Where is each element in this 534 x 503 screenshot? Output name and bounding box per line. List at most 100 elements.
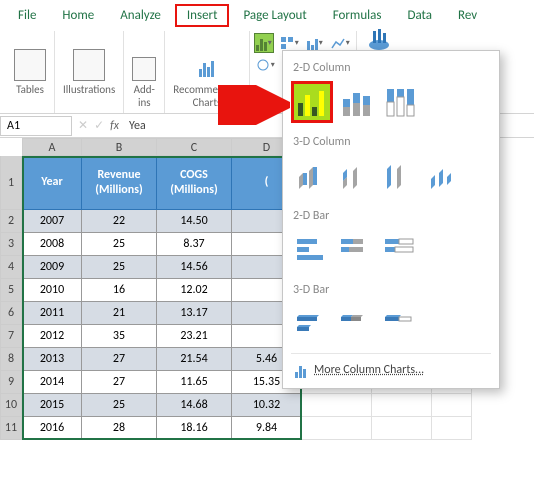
stacked-3d-bar-option[interactable] — [335, 303, 377, 345]
table-header-cell[interactable]: Revenue (Millions) — [82, 156, 157, 210]
row-header[interactable]: 9 — [0, 371, 22, 394]
table-cell[interactable] — [302, 394, 372, 417]
stacked100-3d-bar-option[interactable] — [379, 303, 421, 345]
ribbon-group-addins: Add- ins — [124, 31, 165, 113]
ribbon-tab-rev[interactable]: Rev — [446, 4, 489, 27]
name-box[interactable] — [0, 116, 72, 136]
table-cell[interactable]: 14.68 — [157, 394, 232, 417]
table-cell[interactable]: 14.56 — [157, 256, 232, 279]
table-cell[interactable]: 12.02 — [157, 279, 232, 302]
row-header[interactable]: 8 — [0, 348, 22, 371]
ribbon-tab-file[interactable]: File — [6, 4, 48, 27]
ribbon-tab-page-layout[interactable]: Page Layout — [231, 4, 318, 27]
table-cell[interactable]: 27 — [82, 371, 157, 394]
stacked-3d-column-option[interactable] — [335, 155, 377, 197]
ribbon-tab-home[interactable]: Home — [50, 4, 106, 27]
3d-column-option[interactable] — [423, 155, 465, 197]
col-header-c[interactable]: C — [157, 138, 232, 156]
fx-cancel-icon[interactable]: ✕ — [78, 118, 88, 133]
addins-icon[interactable] — [132, 57, 156, 81]
table-cell[interactable] — [372, 417, 432, 440]
table-cell[interactable] — [432, 394, 472, 417]
table-cell[interactable]: 2008 — [22, 233, 82, 256]
ribbon-tabs: FileHomeAnalyzeInsertPage LayoutFormulas… — [0, 0, 534, 27]
table-cell[interactable]: 2015 — [22, 394, 82, 417]
row-header[interactable]: 1 — [0, 156, 22, 210]
col-header-a[interactable]: A — [22, 138, 82, 156]
table-cell[interactable]: 10.32 — [232, 394, 302, 417]
ribbon-tab-data[interactable]: Data — [395, 4, 444, 27]
table-cell[interactable]: 23.21 — [157, 325, 232, 348]
fx-accept-icon[interactable]: ✓ — [94, 118, 104, 133]
table-cell[interactable]: 21.54 — [157, 348, 232, 371]
table-cell[interactable] — [302, 417, 372, 440]
table-cell[interactable]: 25 — [82, 233, 157, 256]
stacked100-3d-column-option[interactable] — [379, 155, 421, 197]
col-header-b[interactable]: B — [82, 138, 157, 156]
table-cell[interactable]: 28 — [82, 417, 157, 440]
table-cell[interactable]: 8.37 — [157, 233, 232, 256]
table-cell[interactable]: 27 — [82, 348, 157, 371]
table-header-cell[interactable]: Year — [22, 156, 82, 210]
more-column-charts[interactable]: More Column Charts... — [291, 353, 491, 388]
row-header[interactable]: 11 — [0, 417, 22, 440]
table-cell[interactable]: 2009 — [22, 256, 82, 279]
group-label-addins: Add- ins — [134, 81, 155, 113]
section-2d-column: 2-D Column — [291, 57, 491, 79]
recommended-charts-icon[interactable] — [199, 61, 214, 81]
table-cell[interactable]: 2013 — [22, 348, 82, 371]
table-cell[interactable]: 14.50 — [157, 210, 232, 233]
more-charts-icon — [295, 362, 306, 378]
red-arrow-indicator — [218, 85, 290, 125]
row-header[interactable]: 4 — [0, 256, 22, 279]
table-cell[interactable]: 2010 — [22, 279, 82, 302]
table-cell[interactable]: 18.16 — [157, 417, 232, 440]
column-chart-dropdown: 2-D Column 3-D Column 2-D Bar 3-D Bar Mo… — [282, 50, 500, 389]
table-icon[interactable] — [14, 49, 46, 81]
table-cell[interactable]: 2012 — [22, 325, 82, 348]
map-chart-button[interactable]: ▾ — [254, 56, 277, 74]
row-header[interactable]: 3 — [0, 233, 22, 256]
table-cell[interactable]: 2011 — [22, 302, 82, 325]
table-cell[interactable] — [432, 417, 472, 440]
illustrations-icon[interactable] — [73, 49, 105, 81]
table-cell[interactable]: 35 — [82, 325, 157, 348]
stacked-bar-option[interactable] — [335, 229, 377, 271]
clustered-3d-bar-option[interactable] — [291, 303, 333, 345]
table-cell[interactable]: 2016 — [22, 417, 82, 440]
table-cell[interactable]: 2007 — [22, 210, 82, 233]
clustered-3d-column-option[interactable] — [291, 155, 333, 197]
row-header[interactable]: 10 — [0, 394, 22, 417]
row-header[interactable]: 5 — [0, 279, 22, 302]
section-3d-column: 3-D Column — [291, 131, 491, 153]
table-cell[interactable]: 21 — [82, 302, 157, 325]
group-label-illustrations: Illustrations — [63, 81, 115, 100]
column-chart-button[interactable]: ▾ — [254, 33, 274, 53]
row-header[interactable]: 7 — [0, 325, 22, 348]
table-cell[interactable]: 25 — [82, 256, 157, 279]
table-cell[interactable]: 9.84 — [232, 417, 302, 440]
stacked100-column-option[interactable] — [379, 81, 421, 123]
section-3d-bar: 3-D Bar — [291, 279, 491, 301]
stacked100-bar-option[interactable] — [379, 229, 421, 271]
ribbon-tab-insert[interactable]: Insert — [175, 4, 230, 27]
table-cell[interactable]: 25 — [82, 394, 157, 417]
ribbon-group-illustrations: Illustrations — [55, 31, 124, 113]
clustered-bar-option[interactable] — [291, 229, 333, 271]
table-cell[interactable]: 11.65 — [157, 371, 232, 394]
section-2d-bar: 2-D Bar — [291, 205, 491, 227]
fx-icon[interactable]: fx — [110, 119, 119, 133]
ribbon-tab-analyze[interactable]: Analyze — [108, 4, 173, 27]
table-cell[interactable] — [372, 394, 432, 417]
table-cell[interactable]: 2014 — [22, 371, 82, 394]
table-cell[interactable]: 22 — [82, 210, 157, 233]
table-header-cell[interactable]: COGS (Millions) — [157, 156, 232, 210]
row-header[interactable]: 6 — [0, 302, 22, 325]
table-cell[interactable]: 16 — [82, 279, 157, 302]
group-label-tables: Tables — [16, 81, 44, 100]
stacked-column-option[interactable] — [335, 81, 377, 123]
table-cell[interactable]: 13.17 — [157, 302, 232, 325]
ribbon-tab-formulas[interactable]: Formulas — [321, 4, 394, 27]
clustered-column-option[interactable] — [291, 81, 333, 123]
row-header[interactable]: 2 — [0, 210, 22, 233]
